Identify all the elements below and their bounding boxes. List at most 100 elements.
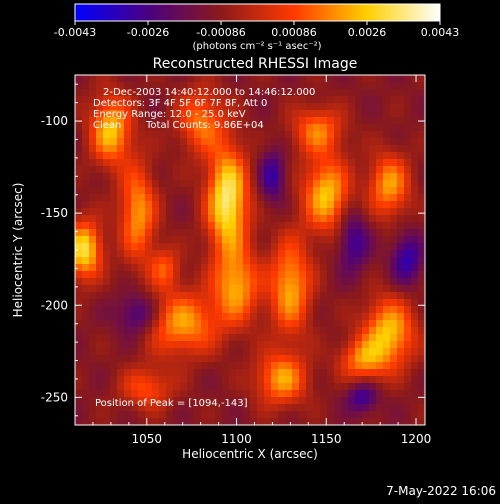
heatmap-cell xyxy=(334,383,342,391)
heatmap-cell xyxy=(334,306,342,314)
heatmap-cell xyxy=(138,75,146,83)
heatmap-cell xyxy=(250,320,258,328)
heatmap-cell xyxy=(201,320,209,328)
colorbar-unit-label: (photons cm⁻² s⁻¹ asec⁻²) xyxy=(192,41,321,52)
heatmap-cell xyxy=(376,201,384,209)
heatmap-cell xyxy=(341,250,349,258)
heatmap-cell xyxy=(180,355,188,363)
heatmap-cell xyxy=(75,341,83,349)
heatmap-cell xyxy=(152,348,160,356)
heatmap-cell xyxy=(180,250,188,258)
heatmap-cell xyxy=(194,222,202,230)
heatmap-cell xyxy=(390,257,398,265)
heatmap-cell xyxy=(348,229,356,237)
heatmap-cell xyxy=(320,103,328,111)
heatmap-cell xyxy=(257,194,265,202)
heatmap-cell xyxy=(215,110,223,118)
heatmap-cell xyxy=(257,285,265,293)
heatmap-cell xyxy=(103,320,111,328)
heatmap-cell xyxy=(124,173,132,181)
heatmap-cell xyxy=(145,250,153,258)
heatmap-cell xyxy=(152,355,160,363)
heatmap-cell xyxy=(201,96,209,104)
heatmap-cell xyxy=(369,278,377,286)
heatmap-cell xyxy=(397,404,405,412)
heatmap-cell xyxy=(299,383,307,391)
heatmap-cell xyxy=(383,215,391,223)
heatmap-cell xyxy=(96,75,104,83)
heatmap-cell xyxy=(334,376,342,384)
heatmap-cell xyxy=(159,96,167,104)
heatmap-cell xyxy=(208,320,216,328)
heatmap-cell xyxy=(418,236,426,244)
heatmap-cell xyxy=(117,404,125,412)
heatmap-cell xyxy=(418,397,426,405)
heatmap-cell xyxy=(187,138,195,146)
heatmap-cell xyxy=(166,117,174,125)
heatmap-cell xyxy=(334,117,342,125)
heatmap-cell xyxy=(411,215,419,223)
heatmap-cell xyxy=(411,271,419,279)
heatmap-cell xyxy=(397,348,405,356)
heatmap-cell xyxy=(194,271,202,279)
heatmap-cell xyxy=(362,117,370,125)
heatmap-cell xyxy=(355,159,363,167)
heatmap-cell xyxy=(222,180,230,188)
heatmap-cell xyxy=(229,418,237,426)
heatmap-cell xyxy=(82,201,90,209)
heatmap-cell xyxy=(152,166,160,174)
heatmap-cell xyxy=(208,376,216,384)
heatmap-cell xyxy=(124,138,132,146)
heatmap-cell xyxy=(166,166,174,174)
heatmap-cell xyxy=(229,82,237,90)
heatmap-cell xyxy=(362,299,370,307)
heatmap-cell xyxy=(222,376,230,384)
heatmap-cell xyxy=(341,264,349,272)
heatmap-cell xyxy=(341,194,349,202)
heatmap-cell xyxy=(103,110,111,118)
heatmap-cell xyxy=(292,278,300,286)
heatmap-cell xyxy=(173,124,181,132)
energy-range-annotation: Energy Range: 12.0 - 25.0 keV xyxy=(93,109,246,120)
heatmap-cell xyxy=(159,320,167,328)
heatmap-cell xyxy=(89,341,97,349)
heatmap-cell xyxy=(138,278,146,286)
heatmap-cell xyxy=(187,257,195,265)
heatmap-cell xyxy=(278,187,286,195)
heatmap-cell xyxy=(306,341,314,349)
heatmap-cell xyxy=(320,355,328,363)
heatmap-cell xyxy=(250,341,258,349)
heatmap-cell xyxy=(173,194,181,202)
heatmap-cell xyxy=(138,397,146,405)
heatmap-cell xyxy=(145,404,153,412)
heatmap-cell xyxy=(299,138,307,146)
heatmap-cell xyxy=(341,334,349,342)
heatmap-cell xyxy=(229,313,237,321)
heatmap-cell xyxy=(89,250,97,258)
heatmap-cell xyxy=(222,201,230,209)
heatmap-cell xyxy=(89,418,97,426)
heatmap-cell xyxy=(215,306,223,314)
heatmap-cell xyxy=(397,278,405,286)
heatmap-cell xyxy=(278,390,286,398)
heatmap-cell xyxy=(278,264,286,272)
heatmap-cell xyxy=(264,145,272,153)
heatmap-cell xyxy=(355,411,363,419)
heatmap-cell xyxy=(327,166,335,174)
heatmap-cell xyxy=(250,299,258,307)
heatmap-cell xyxy=(75,138,83,146)
heatmap-cell xyxy=(222,397,230,405)
heatmap-cell xyxy=(278,299,286,307)
heatmap-cell xyxy=(390,299,398,307)
heatmap-cell xyxy=(362,362,370,370)
heatmap-cell xyxy=(180,334,188,342)
heatmap-cell xyxy=(236,369,244,377)
heatmap-cell xyxy=(152,299,160,307)
heatmap-cell xyxy=(257,292,265,300)
heatmap-cell xyxy=(173,208,181,216)
heatmap-cell xyxy=(285,194,293,202)
heatmap-cell xyxy=(257,222,265,230)
heatmap-cell xyxy=(243,292,251,300)
heatmap-cell xyxy=(215,173,223,181)
heatmap-cell xyxy=(397,334,405,342)
